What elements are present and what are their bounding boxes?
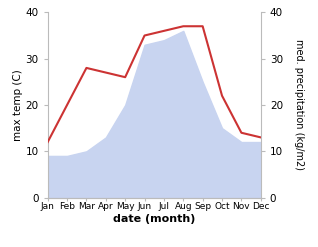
X-axis label: date (month): date (month) [113, 214, 196, 224]
Y-axis label: med. precipitation (kg/m2): med. precipitation (kg/m2) [294, 40, 304, 170]
Y-axis label: max temp (C): max temp (C) [13, 69, 23, 141]
